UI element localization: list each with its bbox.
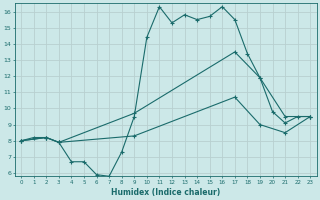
- X-axis label: Humidex (Indice chaleur): Humidex (Indice chaleur): [111, 188, 220, 197]
